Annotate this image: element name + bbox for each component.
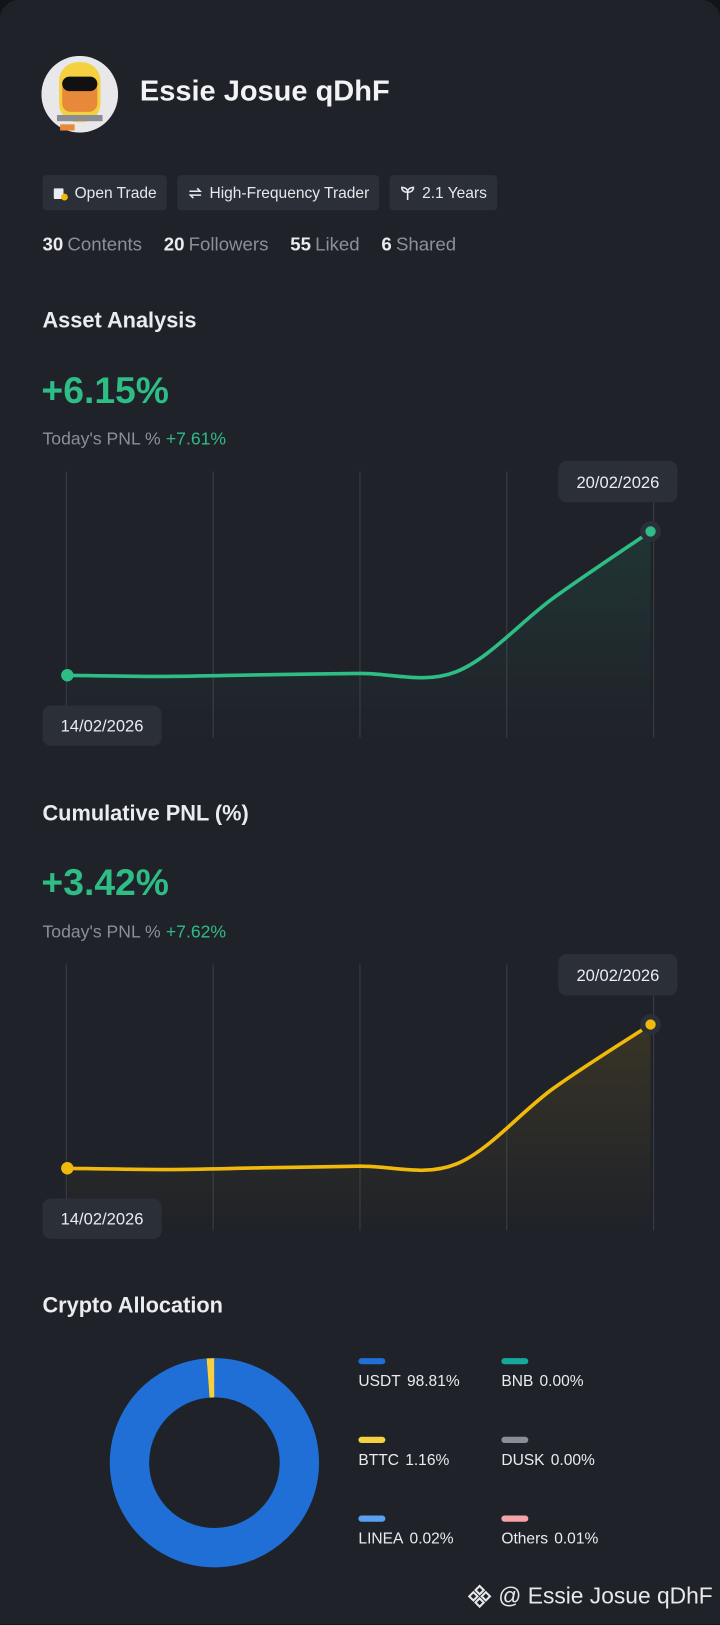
logo [467,1584,492,1609]
watermark-text: @ Essie Josue qDhF [498,1582,713,1609]
date-badge [558,460,678,503]
legend-text: LINEA 0.02% [358,1530,493,1548]
watermark: @ Essie Josue qDhF [467,1582,713,1610]
legend-value: 0.00% [550,1451,595,1469]
legend-value: 0.01% [554,1530,599,1548]
section-title: Cumulative PNL (%) [42,801,249,826]
legend-value: 98.81% [406,1372,460,1391]
stat-label: Liked [315,234,360,255]
user-name: Essie Josue qDhF [139,74,390,107]
date-badge [42,705,162,746]
start-point [61,1162,74,1175]
stat: 30 Contents [42,234,142,256]
legend-value: 0.00% [539,1372,584,1391]
stat-label: Contents [67,234,142,255]
stat-value: 30 [42,234,64,255]
legend-swatch [358,1358,386,1365]
line-chart: 14/02/2026 20/02/2026 [42,460,678,746]
legend-value: 0.02% [409,1530,454,1548]
stats: 30 Contents 20 Followers 55 Liked 6 Shared [42,234,456,256]
tag: 2.1 Years [389,175,498,211]
line-chart: 14/02/2026 20/02/2026 [42,954,678,1239]
section-title: Crypto Allocation [42,1293,223,1318]
donut-chart [109,1358,319,1568]
line-series [65,1022,653,1173]
legend-label: DUSK [501,1451,545,1469]
legend-text: USDT 98.81% [358,1373,493,1391]
stat-label: Followers [188,234,269,255]
headline-value: +6.15% [41,368,169,412]
today-label: Today's PNL % [42,921,161,942]
stat-value: 6 [381,234,392,255]
legend-swatch [501,1436,529,1444]
stat: 20 Followers [164,234,269,256]
today-value: +7.62% [165,921,227,942]
today-pnl: Today's PNL % +7.61% [42,429,226,450]
today-label: Today's PNL % [42,428,161,449]
legend-swatch [358,1515,386,1522]
today-pnl: Today's PNL % +7.62% [42,922,226,943]
legend-value: 1.16% [405,1451,450,1469]
stat-value: 55 [290,234,311,255]
line-series [65,529,653,680]
legend-item: BTTC 1.16% [358,1436,493,1469]
legend-item: BNB 0.00% [501,1358,636,1390]
legend-text: DUSK 0.00% [501,1451,636,1469]
x-tick-label: 20/02/2026 [576,966,659,985]
date-badge [42,1198,162,1239]
today-value: +7.61% [165,428,227,449]
legend-swatch [358,1436,386,1444]
start-point [61,669,74,682]
legend-item: LINEA 0.02% [358,1515,493,1548]
avatar [41,55,119,133]
tag-label: Open Trade [74,183,157,202]
legend-text: Others 0.01% [501,1530,636,1548]
legend: USDT 98.81% BNB 0.00% BTTC 1.16% DUSK 0.00% LINE… [358,1358,669,1555]
legend-label: BTTC [358,1451,399,1469]
legend-item: Others 0.01% [501,1515,636,1548]
tag: High-Frequency Trader [177,175,380,211]
headline-value: +3.42% [41,860,169,904]
legend-label: BNB [501,1372,534,1391]
legend-swatch [501,1358,529,1365]
legend-item: DUSK 0.00% [501,1436,636,1469]
legend-label: LINEA [358,1530,404,1548]
stat: 6 Shared [381,234,456,256]
stat-value: 20 [163,234,185,255]
stat: 55 Liked [290,234,359,256]
date-badge [558,954,678,996]
tag-list: Open Trade High-Frequency Trader 2.1 Yea… [42,175,498,211]
tag-label: 2.1 Years [422,183,487,202]
x-tick-label: 14/02/2026 [61,716,144,735]
tag-label: High-Frequency Trader [209,183,370,202]
x-tick-label: 14/02/2026 [61,1209,144,1228]
tag: Open Trade [42,175,168,211]
line-area [67,531,651,738]
legend-text: BTTC 1.16% [358,1451,493,1469]
legend-label: USDT [358,1372,401,1391]
legend-item: USDT 98.81% [358,1358,493,1390]
section-title: Asset Analysis [42,308,197,333]
donut-slice [109,1358,319,1568]
end-point [645,1019,656,1030]
line-area [67,1024,651,1231]
legend-text: BNB 0.00% [501,1373,636,1391]
legend-swatch [501,1515,529,1522]
stat-label: Shared [395,234,457,255]
x-tick-label: 20/02/2026 [576,473,659,492]
end-point [645,526,656,537]
legend-label: Others [501,1530,549,1548]
